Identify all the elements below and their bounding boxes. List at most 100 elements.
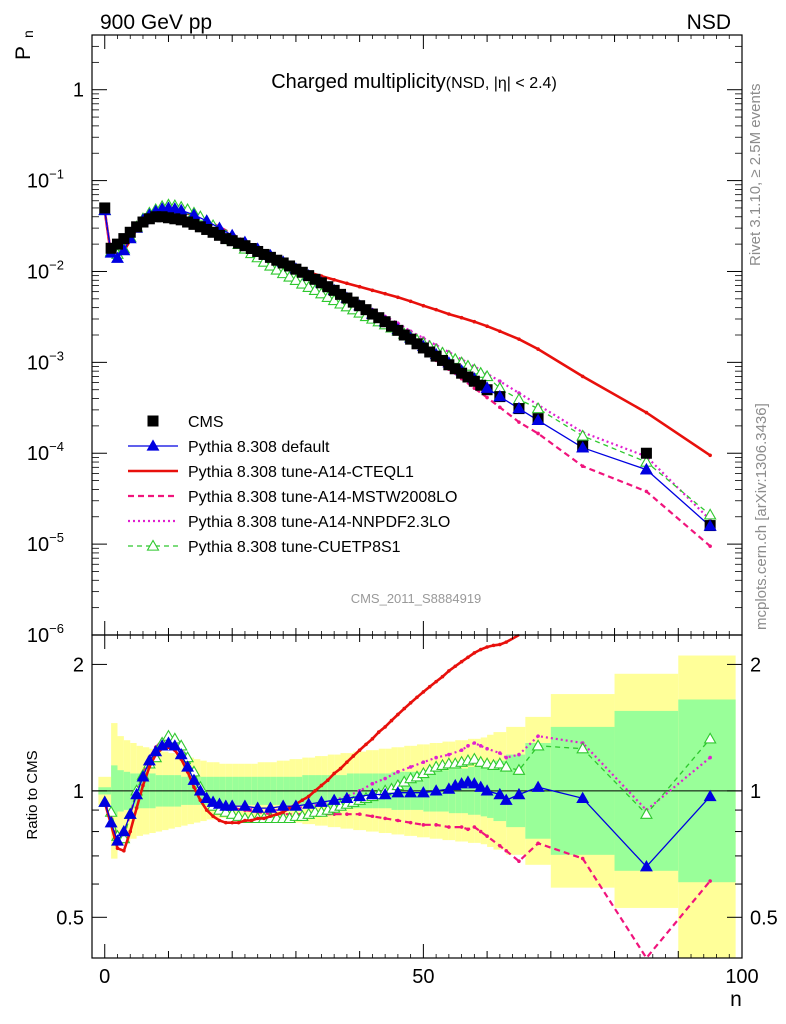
- ratio-point-cteql1: [122, 848, 126, 853]
- ratio-point-mstw: [459, 825, 464, 829]
- series-point-cteql1: [383, 291, 387, 296]
- ratio-point-mstw: [370, 814, 375, 819]
- lower-y-tick-label-right: 1: [750, 781, 761, 803]
- cms-data-point: [226, 235, 238, 247]
- cms-data-point: [213, 229, 225, 241]
- ratio-point-cteql1: [383, 725, 387, 729]
- series-point-cteql1: [485, 324, 489, 328]
- upper-plot-title-main: Charged multiplicity: [271, 71, 446, 93]
- cms-data-point: [156, 211, 168, 223]
- upper-y-tick-label: 10−1: [27, 167, 64, 193]
- ratio-point-default: [365, 787, 379, 800]
- ratio-point-default: [263, 801, 277, 813]
- ratio-point-cuetp8s1: [639, 807, 653, 819]
- ratio-point-default: [142, 754, 156, 766]
- upper-plot-title: Charged multiplicity(NSD, |η| < 2.4): [271, 71, 557, 93]
- cms-data-point: [258, 248, 270, 260]
- series-point-cuetp8s1: [474, 366, 488, 378]
- cms-data-point: [322, 281, 334, 293]
- cms-data-point: [360, 304, 372, 316]
- ratio-point-cuetp8s1: [219, 805, 233, 817]
- series-point-cteql1: [580, 374, 585, 379]
- ratio-point-nnpdf: [408, 765, 413, 769]
- legend-entry-nnpdf: Pythia 8.308 tune-A14-NNPDF2.3LO: [128, 514, 450, 531]
- ratio-point-default: [404, 786, 418, 798]
- x-axis-label: n: [730, 988, 742, 1011]
- lower-frame: [91, 634, 743, 959]
- series-point-mstw: [517, 420, 521, 424]
- cms-data-point: [443, 359, 455, 371]
- cms-data-point: [341, 292, 353, 304]
- upper-y-tick-exponent: −5: [49, 530, 64, 545]
- series-point-default: [531, 413, 545, 426]
- ratio-point-default: [149, 745, 163, 757]
- ratio-point-mstw: [357, 812, 362, 816]
- ratio-point-default: [276, 799, 290, 811]
- ratio-point-cteql1: [338, 766, 343, 771]
- header-left-label: 900 GeV pp: [100, 11, 212, 34]
- ratio-point-default: [200, 791, 214, 803]
- ratio-point-cteql1: [268, 814, 273, 819]
- ratio-point-default: [493, 787, 507, 800]
- x-tick-label: 100: [725, 966, 758, 988]
- ratio-point-default: [499, 793, 513, 805]
- cms-data-point: [162, 212, 174, 224]
- ratio-point-nnpdf: [459, 748, 464, 752]
- cms-data-point: [252, 245, 264, 257]
- cms-data-point: [264, 251, 276, 263]
- ratio-point-mstw: [472, 825, 477, 829]
- ratio-point-mstw: [434, 823, 438, 827]
- upper-y-tick-label: 10−5: [27, 530, 64, 556]
- ratio-point-mstw: [421, 823, 426, 827]
- ratio-point-default: [639, 860, 653, 872]
- ratio-point-default: [480, 784, 494, 796]
- series-point-default: [480, 381, 494, 393]
- cms-data-point: [640, 447, 652, 459]
- legend-entry-mstw: Pythia 8.308 tune-A14-MSTW2008LO: [128, 489, 457, 506]
- cms-data-point: [392, 324, 404, 336]
- rivet-side-label: Rivet 3.1.10, ≥ 2.5M events: [747, 84, 764, 267]
- ratio-point-nnpdf: [708, 755, 712, 760]
- ratio-point-mstw: [504, 848, 509, 853]
- legend-label-cuetp8s1: Pythia 8.308 tune-CUETP8S1: [188, 539, 401, 556]
- ratio-point-default: [703, 789, 717, 802]
- legend-label-cteql1: Pythia 8.308 tune-A14-CTEQL1: [188, 464, 414, 481]
- ratio-point-default: [327, 793, 341, 805]
- ratio-point-default: [111, 834, 124, 846]
- lower-ratio-series: [98, 633, 717, 960]
- series-point-cuetp8s1: [276, 266, 290, 279]
- ratio-point-cteql1: [364, 742, 368, 747]
- cms-data-point: [430, 350, 442, 362]
- legend-entry-cms: CMS: [147, 414, 224, 431]
- series-point-cteql1: [498, 329, 502, 334]
- cms-data-point: [456, 367, 468, 379]
- ratio-point-cteql1: [402, 706, 407, 711]
- cms-data-point: [105, 242, 117, 254]
- upper-y-tick-exponent: −6: [49, 621, 64, 636]
- cms-data-point: [354, 300, 366, 312]
- legend-marker-default: [146, 439, 160, 451]
- cms-data-point: [417, 342, 429, 354]
- ratio-point-cteql1: [415, 695, 419, 700]
- cms-data-point: [169, 213, 181, 225]
- cms-data-point: [475, 379, 487, 391]
- ratio-point-mstw: [498, 843, 502, 848]
- cms-data-point: [131, 221, 143, 233]
- cms-data-point: [150, 211, 162, 223]
- cms-data-point: [188, 218, 200, 230]
- cms-data-point: [303, 270, 315, 282]
- cms-data-point: [436, 354, 448, 366]
- ratio-point-cteql1: [128, 829, 133, 834]
- ratio-point-nnpdf: [421, 760, 426, 765]
- ratio-point-cteql1: [351, 754, 356, 758]
- cms-data-point: [405, 333, 417, 345]
- ratio-point-nnpdf: [485, 746, 489, 751]
- ratio-point-nnpdf: [536, 734, 540, 738]
- series-point-cuetp8s1: [480, 369, 494, 382]
- ratio-point-default: [174, 747, 188, 760]
- ratio-point-cteql1: [453, 664, 458, 669]
- series-point-mstw: [485, 395, 489, 400]
- series-point-cuetp8s1: [576, 429, 590, 441]
- series-point-cteql1: [644, 410, 649, 415]
